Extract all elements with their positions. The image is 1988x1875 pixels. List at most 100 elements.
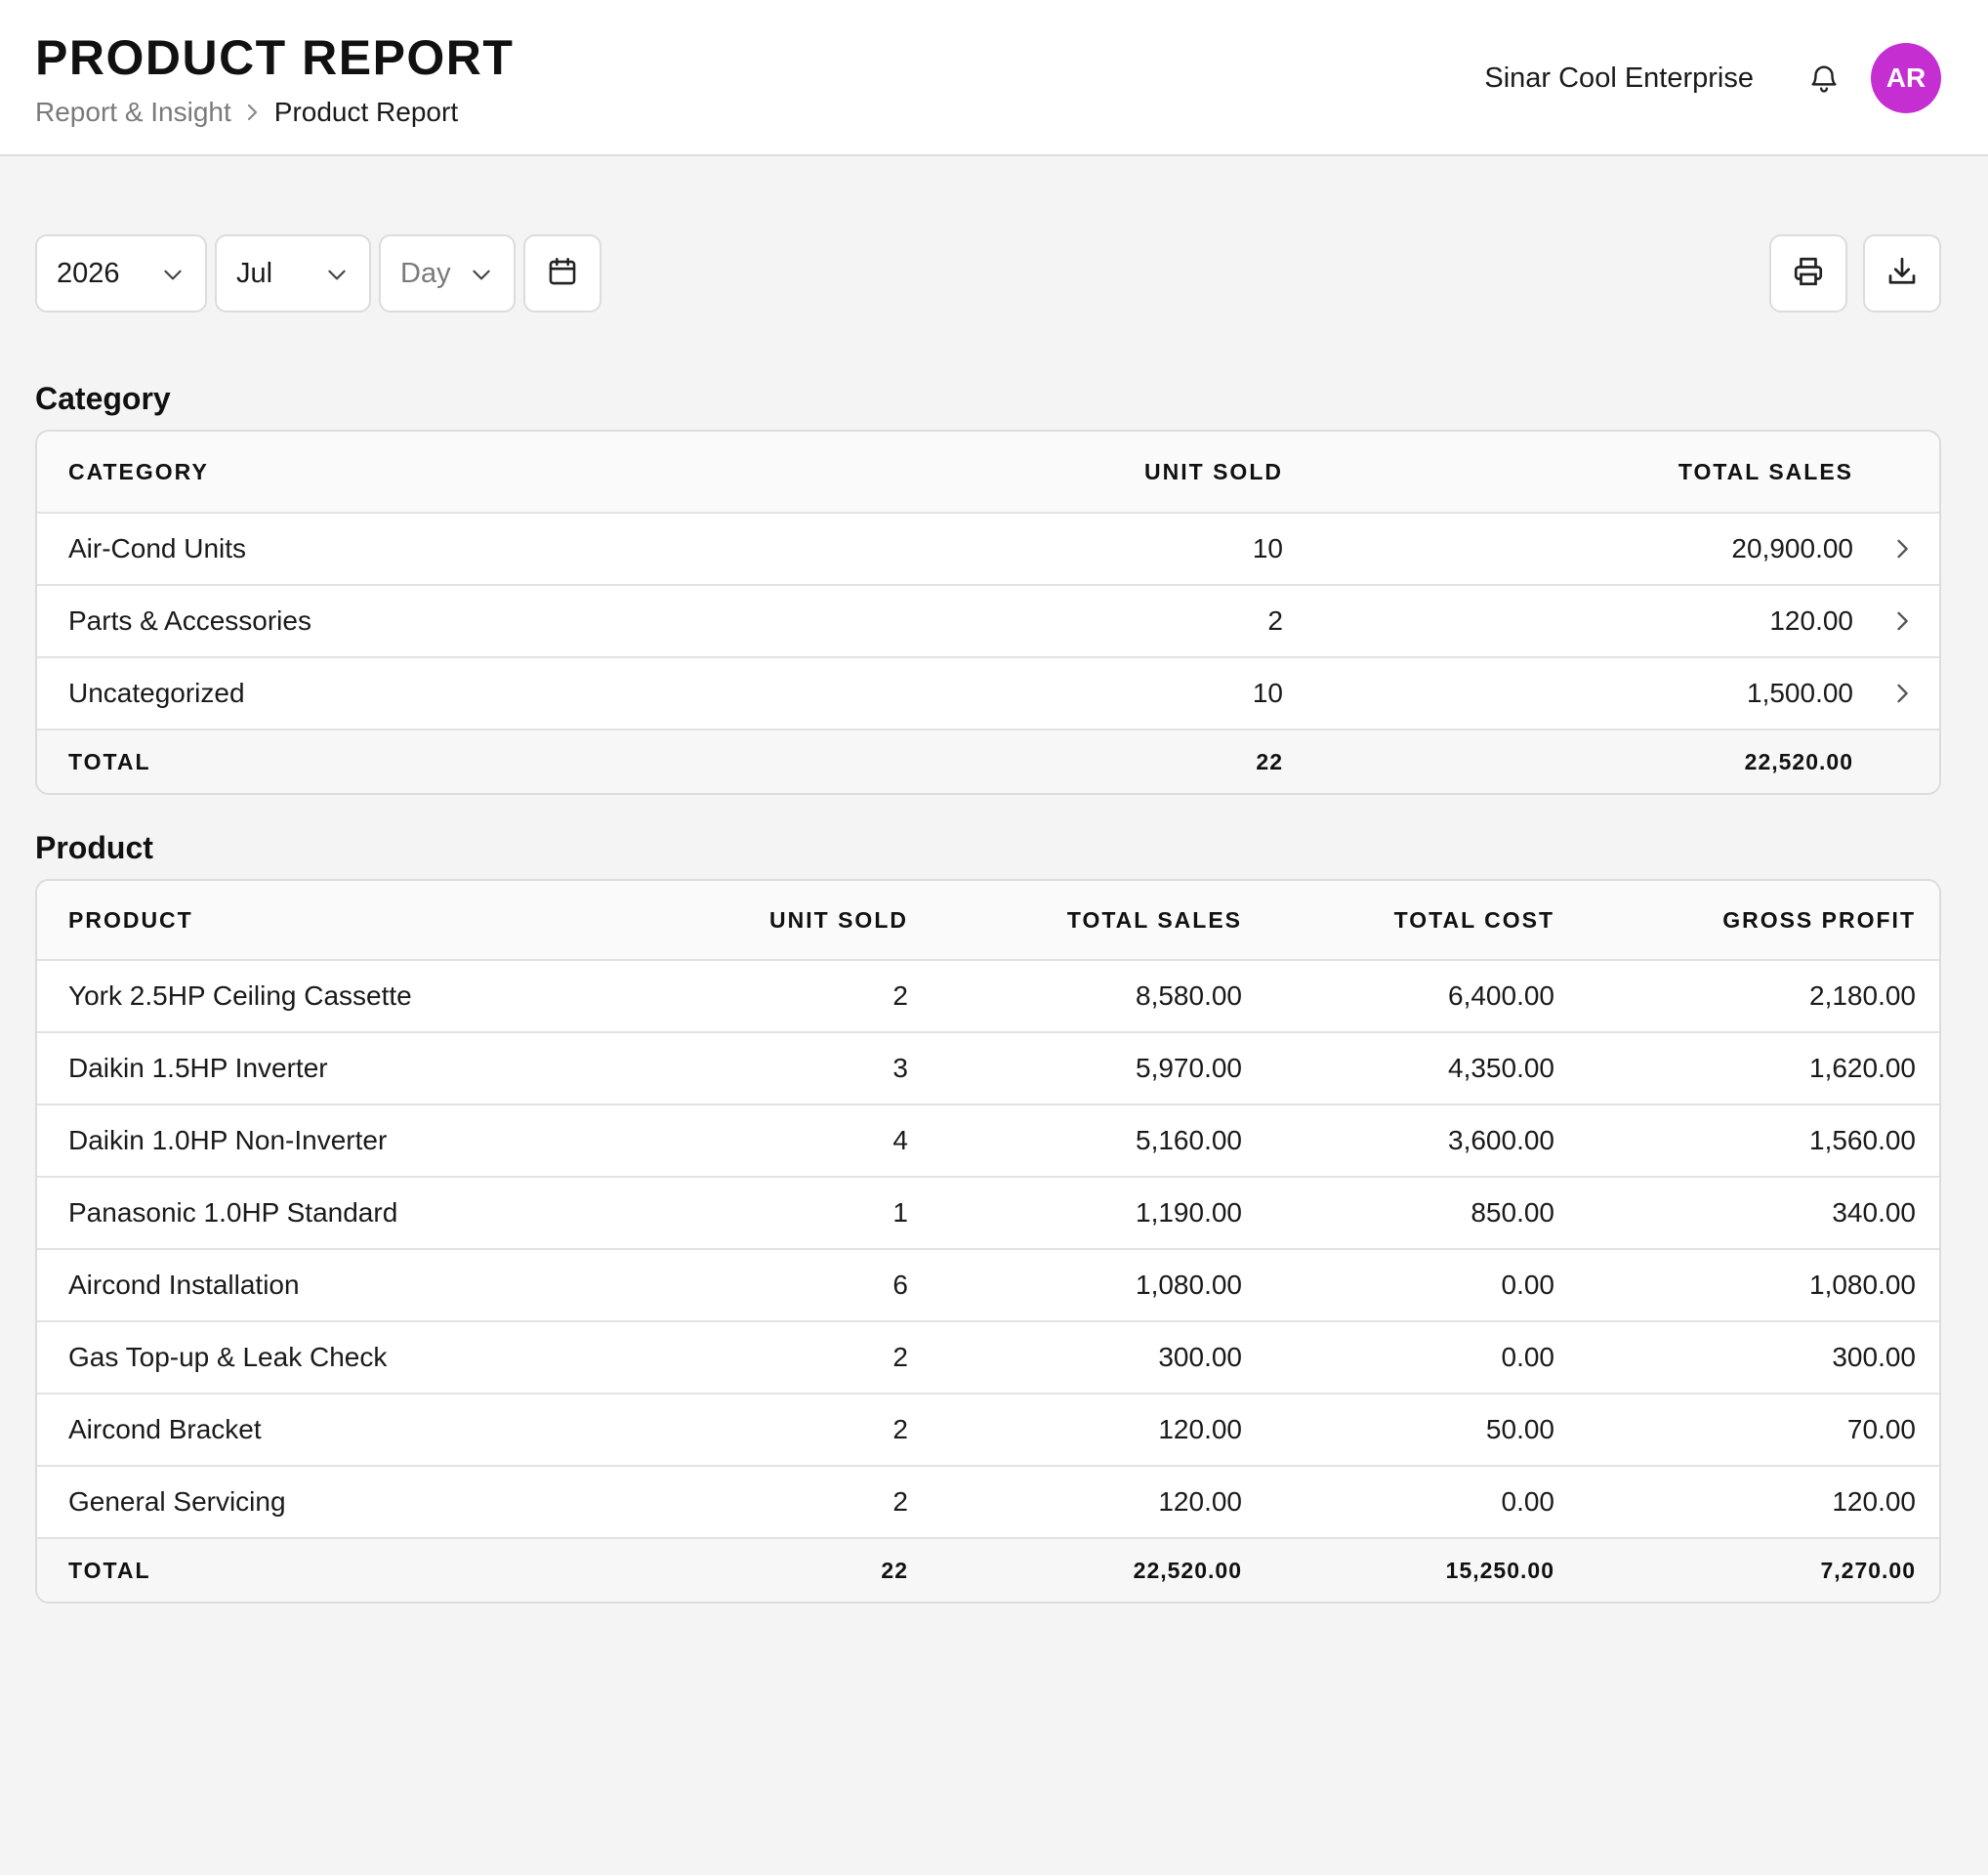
- category-row-parts-accessories[interactable]: Parts & Accessories 2 120.00: [37, 584, 1939, 656]
- product-name: Aircond Installation: [68, 1270, 300, 1300]
- gross-profit: 70.00: [1846, 1414, 1916, 1444]
- month-select[interactable]: Jul: [215, 234, 371, 312]
- category-total-row: TOTAL 22 22,520.00: [37, 729, 1939, 793]
- unit-sold: 2: [892, 1342, 908, 1372]
- total-sales: 120.00: [1158, 1486, 1242, 1517]
- chevron-down-icon: [160, 262, 186, 295]
- table-row: Aircond Bracket 2 120.00 50.00 70.00: [37, 1393, 1939, 1465]
- year-select[interactable]: 2026: [35, 234, 207, 312]
- product-section-title: Product: [35, 830, 153, 865]
- total-cost: 0.00: [1501, 1486, 1555, 1517]
- total-cost: 15,250.00: [1445, 1557, 1554, 1583]
- table-row: Aircond Installation 6 1,080.00 0.00 1,0…: [37, 1248, 1939, 1320]
- total-cost: 3,600.00: [1448, 1125, 1554, 1155]
- total-label: TOTAL: [68, 748, 151, 774]
- total-cost: 4,350.00: [1448, 1053, 1554, 1083]
- column-header-unit-sold: UNIT SOLD: [1144, 458, 1283, 484]
- table-row: Panasonic 1.0HP Standard 1 1,190.00 850.…: [37, 1176, 1939, 1248]
- product-table-header: PRODUCT UNIT SOLD TOTAL SALES TOTAL COST…: [37, 881, 1939, 959]
- company-name[interactable]: Sinar Cool Enterprise: [1484, 62, 1754, 94]
- top-header: PRODUCT REPORT Report & Insight Product …: [0, 0, 1988, 156]
- gross-profit: 120.00: [1832, 1486, 1916, 1517]
- unit-sold: 3: [892, 1053, 908, 1083]
- gross-profit: 1,080.00: [1809, 1270, 1916, 1300]
- table-row: General Servicing 2 120.00 0.00 120.00: [37, 1465, 1939, 1537]
- bell-icon[interactable]: [1804, 59, 1843, 98]
- total-cost: 850.00: [1470, 1197, 1554, 1228]
- calendar-button[interactable]: [523, 234, 601, 312]
- calendar-icon: [546, 255, 579, 293]
- product-name: General Servicing: [68, 1486, 286, 1517]
- breadcrumb-parent[interactable]: Report & Insight: [35, 97, 231, 127]
- column-header-unit-sold: UNIT SOLD: [769, 906, 908, 933]
- printer-icon: [1791, 254, 1826, 294]
- column-header-total-sales: TOTAL SALES: [1066, 906, 1242, 933]
- gross-profit: 300.00: [1832, 1342, 1916, 1372]
- total-sales: 120.00: [1158, 1414, 1242, 1444]
- table-row: York 2.5HP Ceiling Cassette 2 8,580.00 6…: [37, 959, 1939, 1031]
- product-table: PRODUCT UNIT SOLD TOTAL SALES TOTAL COST…: [35, 879, 1941, 1604]
- total-cost: 0.00: [1501, 1270, 1555, 1300]
- product-name: Aircond Bracket: [68, 1414, 262, 1444]
- total-sales: 1,080.00: [1136, 1270, 1242, 1300]
- column-header-category: CATEGORY: [68, 458, 209, 484]
- product-total-row: TOTAL 22 22,520.00 15,250.00 7,270.00: [37, 1537, 1939, 1602]
- chevron-right-icon[interactable]: [1888, 607, 1916, 635]
- total-sales: 120.00: [1769, 605, 1853, 636]
- column-header-product: PRODUCT: [68, 906, 193, 933]
- table-row: Gas Top-up & Leak Check 2 300.00 0.00 30…: [37, 1320, 1939, 1393]
- unit-sold: 4: [892, 1125, 908, 1155]
- column-header-total-cost: TOTAL COST: [1393, 906, 1554, 933]
- month-select-value: Jul: [236, 257, 273, 289]
- gross-profit: 7,270.00: [1820, 1557, 1916, 1583]
- product-name: Daikin 1.5HP Inverter: [68, 1053, 328, 1083]
- category-table-header: CATEGORY UNIT SOLD TOTAL SALES: [37, 432, 1939, 512]
- unit-sold: 10: [1252, 533, 1283, 563]
- avatar[interactable]: AR: [1871, 43, 1941, 113]
- table-row: Daikin 1.0HP Non-Inverter 4 5,160.00 3,6…: [37, 1104, 1939, 1176]
- total-unit-sold: 22: [881, 1557, 908, 1583]
- chevron-right-icon[interactable]: [1888, 535, 1916, 562]
- unit-sold: 2: [1267, 605, 1283, 636]
- total-sales: 1,190.00: [1136, 1197, 1242, 1228]
- category-row-air-cond-units[interactable]: Air-Cond Units 10 20,900.00: [37, 512, 1939, 584]
- gross-profit: 2,180.00: [1809, 980, 1916, 1011]
- gross-profit: 340.00: [1832, 1197, 1916, 1228]
- category-section-title: Category: [35, 381, 171, 416]
- download-button[interactable]: [1863, 234, 1941, 312]
- category-name: Uncategorized: [68, 678, 245, 708]
- total-cost: 0.00: [1501, 1342, 1555, 1372]
- total-sales: 22,520.00: [1133, 1557, 1242, 1583]
- column-header-total-sales: TOTAL SALES: [1677, 458, 1853, 484]
- day-select-placeholder: Day: [400, 257, 451, 289]
- total-sales: 5,970.00: [1136, 1053, 1242, 1083]
- print-button[interactable]: [1769, 234, 1847, 312]
- category-table: CATEGORY UNIT SOLD TOTAL SALES Air-Cond …: [35, 430, 1941, 795]
- total-label: TOTAL: [68, 1557, 151, 1583]
- table-row: Daikin 1.5HP Inverter 3 5,970.00 4,350.0…: [37, 1031, 1939, 1104]
- unit-sold: 2: [892, 1486, 908, 1517]
- unit-sold: 2: [892, 980, 908, 1011]
- unit-sold: 2: [892, 1414, 908, 1444]
- chevron-right-icon[interactable]: [1888, 680, 1916, 707]
- product-name: Gas Top-up & Leak Check: [68, 1342, 388, 1372]
- total-unit-sold: 22: [1256, 748, 1283, 774]
- page-title: PRODUCT REPORT: [35, 30, 515, 85]
- unit-sold: 10: [1252, 678, 1283, 708]
- gross-profit: 1,620.00: [1809, 1053, 1916, 1083]
- chevron-right-icon: [245, 103, 261, 122]
- category-name: Parts & Accessories: [68, 605, 311, 636]
- total-cost: 50.00: [1485, 1414, 1554, 1444]
- breadcrumb-current: Product Report: [273, 97, 459, 127]
- product-name: Daikin 1.0HP Non-Inverter: [68, 1125, 388, 1155]
- product-name: York 2.5HP Ceiling Cassette: [68, 980, 412, 1011]
- day-select[interactable]: Day: [379, 234, 516, 312]
- category-row-uncategorized[interactable]: Uncategorized 10 1,500.00: [37, 656, 1939, 729]
- product-name: Panasonic 1.0HP Standard: [68, 1197, 398, 1228]
- download-icon: [1884, 254, 1920, 294]
- total-sales: 1,500.00: [1747, 678, 1853, 708]
- column-header-gross-profit: GROSS PROFIT: [1722, 906, 1916, 933]
- total-sales: 8,580.00: [1136, 980, 1242, 1011]
- total-cost: 6,400.00: [1448, 980, 1554, 1011]
- gross-profit: 1,560.00: [1809, 1125, 1916, 1155]
